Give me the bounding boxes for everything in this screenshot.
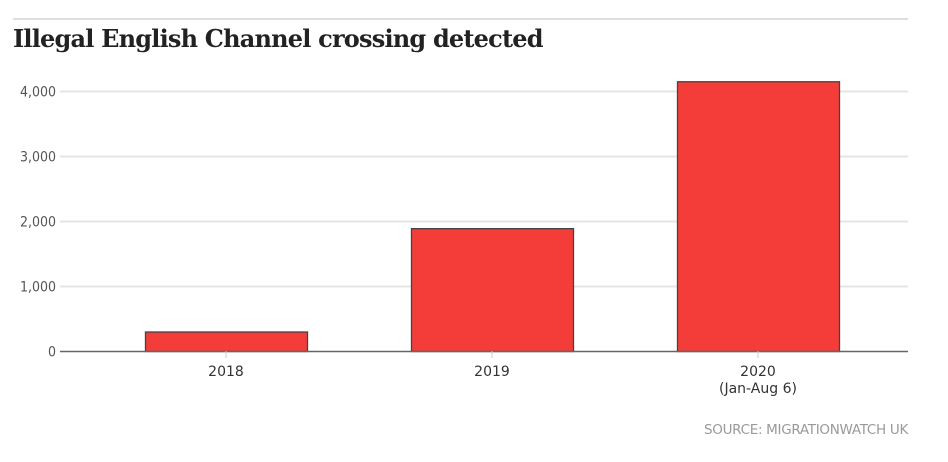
x-tick-label: 2020: [740, 364, 776, 380]
bar-2018: [144, 331, 309, 353]
chart-title: Illegal English Channel crossing detecte…: [13, 24, 544, 53]
top-rule: [13, 18, 908, 20]
x-axis-ticks: 2018 2019 2020(Jan-Aug 6): [208, 351, 797, 397]
y-tick-label: 0: [48, 345, 56, 361]
x-tick-label: 2019: [474, 364, 510, 380]
y-tick-label: 4,000: [20, 85, 56, 101]
bar-2020: [676, 81, 841, 353]
source-note: SOURCE: MIGRATIONWATCH UK: [704, 422, 908, 438]
y-tick-label: 1,000: [20, 280, 56, 296]
bar-2019: [410, 227, 575, 353]
y-axis-ticks: 0 1,000 2,000 3,000 4,000: [20, 85, 56, 361]
x-tick-sublabel: (Jan-Aug 6): [719, 381, 797, 397]
y-tick-label: 3,000: [20, 150, 56, 166]
bars: [144, 81, 841, 353]
y-tick-label: 2,000: [20, 215, 56, 231]
x-tick-label: 2018: [208, 364, 244, 380]
